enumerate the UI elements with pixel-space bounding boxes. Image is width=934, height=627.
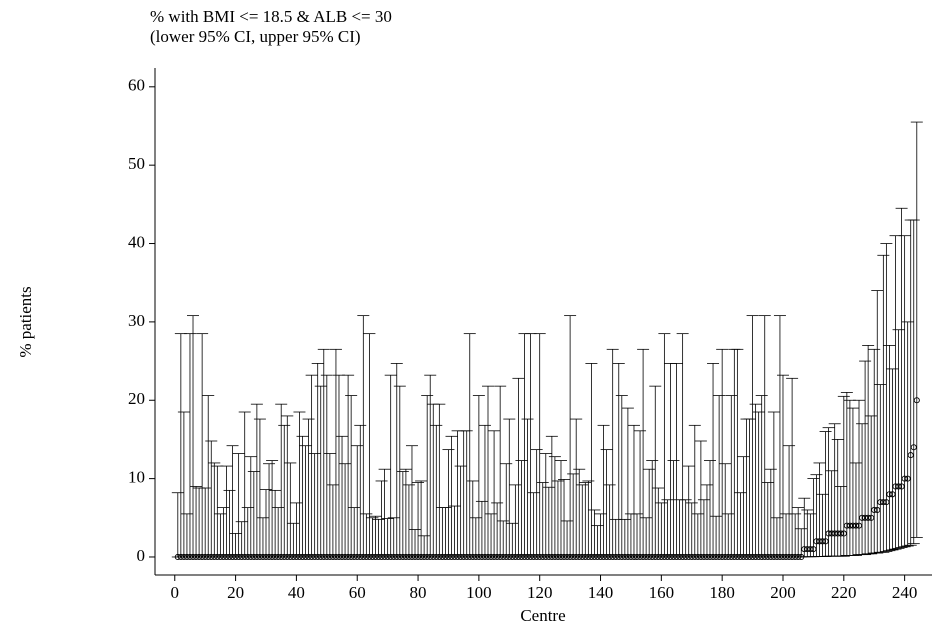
point bbox=[819, 538, 826, 545]
x-tick-label: 60 bbox=[349, 583, 366, 602]
point bbox=[892, 483, 899, 490]
x-tick-label: 220 bbox=[831, 583, 857, 602]
y-axis-label: % patients bbox=[16, 286, 35, 357]
point bbox=[880, 499, 887, 506]
x-tick-label: 20 bbox=[227, 583, 244, 602]
point bbox=[810, 546, 817, 553]
point bbox=[874, 506, 881, 514]
point bbox=[852, 522, 860, 529]
x-tick-label: 140 bbox=[588, 583, 614, 602]
x-tick-label: 100 bbox=[466, 583, 492, 602]
point bbox=[834, 530, 841, 537]
point bbox=[825, 530, 832, 537]
y-tick-label: 60 bbox=[128, 76, 145, 95]
point bbox=[859, 514, 866, 521]
point bbox=[807, 546, 814, 553]
point bbox=[846, 522, 853, 529]
point bbox=[877, 499, 884, 506]
point bbox=[886, 491, 893, 498]
point bbox=[849, 522, 856, 529]
point bbox=[801, 546, 808, 553]
point bbox=[907, 452, 914, 459]
y-tick-label: 0 bbox=[137, 546, 146, 565]
point bbox=[883, 499, 890, 506]
x-tick-label: 200 bbox=[770, 583, 796, 602]
point bbox=[901, 475, 908, 482]
x-tick-label: 120 bbox=[527, 583, 553, 602]
point bbox=[871, 506, 878, 514]
point bbox=[865, 514, 872, 521]
x-tick-label: 180 bbox=[709, 583, 735, 602]
point bbox=[889, 491, 896, 498]
x-tick-label: 80 bbox=[410, 583, 427, 602]
x-tick-label: 40 bbox=[288, 583, 305, 602]
x-axis-label: Centre bbox=[520, 606, 565, 625]
point bbox=[837, 530, 844, 537]
point bbox=[904, 475, 911, 482]
point bbox=[813, 538, 820, 545]
y-tick-label: 20 bbox=[128, 389, 145, 408]
point bbox=[804, 546, 811, 553]
point bbox=[855, 522, 863, 529]
chart-title: % with BMI <= 18.5 & ALB <= 30 bbox=[150, 7, 392, 26]
point bbox=[816, 538, 823, 545]
y-tick-label: 40 bbox=[128, 232, 145, 251]
point bbox=[913, 397, 920, 404]
point bbox=[831, 530, 838, 537]
x-tick-label: 0 bbox=[171, 583, 180, 602]
point bbox=[862, 514, 869, 521]
y-tick-label: 50 bbox=[128, 154, 145, 173]
point bbox=[910, 444, 917, 451]
point bbox=[840, 530, 847, 537]
point bbox=[843, 522, 850, 529]
y-tick-label: 30 bbox=[128, 311, 145, 330]
y-tick-label: 10 bbox=[128, 468, 145, 487]
x-tick-label: 160 bbox=[649, 583, 675, 602]
point bbox=[895, 483, 902, 490]
point bbox=[868, 514, 875, 521]
x-tick-label: 240 bbox=[892, 583, 918, 602]
point bbox=[898, 483, 905, 490]
point bbox=[828, 530, 835, 537]
chart-subtitle: (lower 95% CI, upper 95% CI) bbox=[150, 27, 361, 46]
point bbox=[822, 538, 829, 545]
